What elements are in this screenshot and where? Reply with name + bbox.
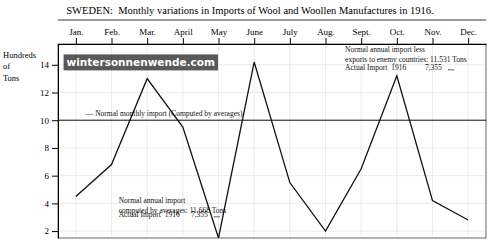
x-tick: Jan. [69, 27, 83, 44]
y-axis-line [58, 45, 59, 239]
y-tick-mark [52, 120, 58, 121]
annotation-line: Normal annual import [119, 196, 187, 205]
annotation-line: — Normal monthly import (Computed by ave… [85, 109, 245, 118]
y-tick-label: 6 [45, 171, 50, 181]
y-tick-label: 4 [45, 199, 50, 209]
y-tick: 2 [45, 226, 59, 236]
x-tick-label: Feb. [104, 27, 120, 37]
grid-line-y [58, 147, 486, 148]
x-tick: Mar. [139, 27, 156, 44]
x-tick: Feb. [104, 27, 120, 44]
grid-line-x [361, 44, 362, 238]
marks [58, 62, 486, 238]
x-tick-mark [433, 38, 434, 44]
x-tick-label: Oct. [390, 27, 405, 37]
grid-line-x [432, 44, 433, 238]
y-tick-mark [52, 176, 58, 177]
x-tick-mark [76, 38, 77, 44]
y-tick-mark [52, 65, 58, 66]
y-axis-label-line: Hundreds [3, 50, 36, 60]
watermark-box [64, 54, 218, 70]
x-tick-mark [361, 38, 362, 44]
x-tick-label: April [174, 27, 193, 37]
grid-line-y [58, 175, 486, 176]
x-axis: Jan. Feb. Mar. April May June July Aug. Sept. Oct… [59, 27, 487, 45]
y-tick-mark [52, 231, 58, 232]
y-tick-label: 2 [45, 226, 50, 236]
annotation: — Normal monthly import (Computed by ave… [85, 109, 245, 118]
grid-line-x [254, 44, 255, 238]
grid-line-x [289, 44, 290, 238]
x-tick: Sept. [353, 27, 371, 44]
plot-area: Jan. Feb. Mar. April May June July Aug. Sept. Oct… [40, 27, 487, 239]
plot-frame [58, 44, 486, 238]
annotation-line: Normal annual import less [345, 45, 425, 54]
x-tick-label: Jan. [69, 27, 83, 37]
y-tick: 8 [45, 143, 59, 153]
x-tick: Nov. [424, 27, 441, 44]
watermark-group: wintersonnenwende.com [64, 54, 218, 70]
annotation-line: Actual Import 1916 7,355 „„ [345, 63, 454, 72]
y-tick-label: 8 [45, 143, 50, 153]
y-axis: 2 4 6 8 10 12 14 [40, 45, 59, 239]
y-axis-label-line: Tons [3, 73, 19, 83]
y-tick-mark [52, 93, 58, 94]
grid-line-x [396, 44, 397, 238]
grid-line-x [468, 44, 469, 238]
x-tick-label: July [283, 27, 299, 37]
y-tick: 10 [40, 116, 58, 126]
data-line [76, 62, 468, 238]
x-tick: May [211, 27, 228, 44]
annotation: Normal annual import lessexports to enem… [345, 45, 467, 64]
x-tick: June [246, 27, 263, 44]
grid-line-y [58, 231, 486, 232]
x-tick-mark [397, 38, 398, 44]
x-tick: Oct. [390, 27, 405, 44]
grid-line-x [75, 44, 76, 238]
y-tick-mark [52, 203, 58, 204]
y-tick: 4 [45, 199, 59, 209]
y-tick-mark [52, 148, 58, 149]
title: SWEDEN: Monthly variations in Imports of… [66, 5, 433, 16]
grid-line-x [111, 44, 112, 238]
x-tick-label: May [211, 27, 228, 37]
x-tick-label: Sept. [353, 27, 371, 37]
y-tick: 12 [40, 88, 58, 98]
y-axis-label: Hundredsof Tons [3, 50, 36, 83]
x-tick: July [283, 27, 299, 44]
chart: SWEDEN: Monthly variations in Imports of… [0, 0, 500, 246]
x-tick-mark [112, 38, 113, 44]
y-tick-label: 12 [40, 88, 49, 98]
y-tick: 6 [45, 171, 59, 181]
annotation-line: Actual Import 1916 7,355 „„ [119, 210, 220, 219]
grid-line-y [58, 92, 486, 93]
y-tick-label: 14 [40, 60, 50, 70]
x-tick-label: Aug. [317, 27, 335, 37]
x-tick-mark [147, 38, 148, 44]
grid [58, 44, 486, 238]
x-tick-mark [326, 38, 327, 44]
x-tick-mark [219, 38, 220, 44]
x-tick-mark [183, 38, 184, 44]
annotation: Actual Import 1916 7,355 „„ [345, 63, 454, 72]
watermark: wintersonnenwende.com [67, 56, 215, 68]
x-tick-label: June [246, 27, 263, 37]
y-tick: 14 [40, 60, 58, 70]
x-tick-mark [468, 38, 469, 44]
x-tick-mark [254, 38, 255, 44]
annotations: — Normal monthly import (Computed by ave… [85, 45, 467, 219]
title-underline [58, 20, 486, 21]
grid-line-x [325, 44, 326, 238]
x-tick-label: Dec. [460, 27, 477, 37]
annotation: Actual Import 1916 7,355 „„ [119, 210, 220, 219]
x-tick: Dec. [460, 27, 477, 44]
y-tick-label: 10 [40, 116, 50, 126]
x-tick-label: Mar. [139, 27, 156, 37]
x-tick-label: Nov. [424, 27, 441, 37]
x-tick: April [174, 27, 193, 44]
x-tick: Aug. [317, 27, 335, 44]
x-tick-mark [290, 38, 291, 44]
y-axis-label-line: of [3, 61, 10, 71]
